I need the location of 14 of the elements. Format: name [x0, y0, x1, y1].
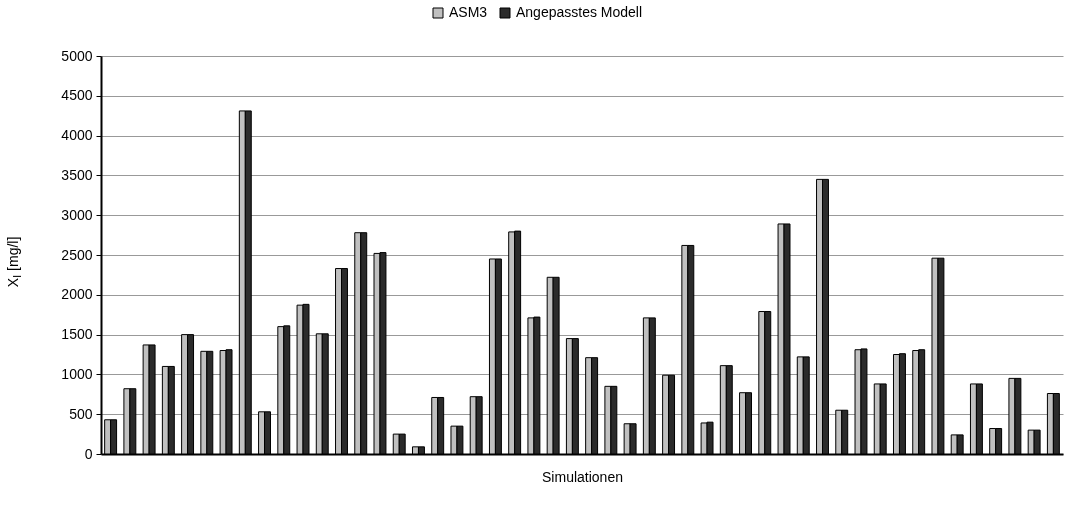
legend-label: Angepasstes Modell — [516, 4, 643, 20]
y-tick-label: 5000 — [61, 47, 93, 64]
legend-label: ASM3 — [449, 4, 488, 20]
y-tick-label: 500 — [69, 405, 93, 422]
y-tick-label: 4000 — [61, 127, 93, 144]
y-tick-label: 0 — [84, 445, 93, 462]
y-tick-label: 2000 — [61, 286, 93, 303]
y-tick-label: 3500 — [61, 166, 93, 183]
y-tick-label: 1000 — [61, 365, 93, 382]
y-tick-label: 2500 — [61, 246, 93, 263]
y-tick-label: 1500 — [61, 326, 93, 343]
y-tick-label: 3000 — [61, 206, 93, 223]
y-tick-label: 4500 — [61, 87, 93, 104]
x-axis-title: Simulationen — [542, 468, 623, 485]
